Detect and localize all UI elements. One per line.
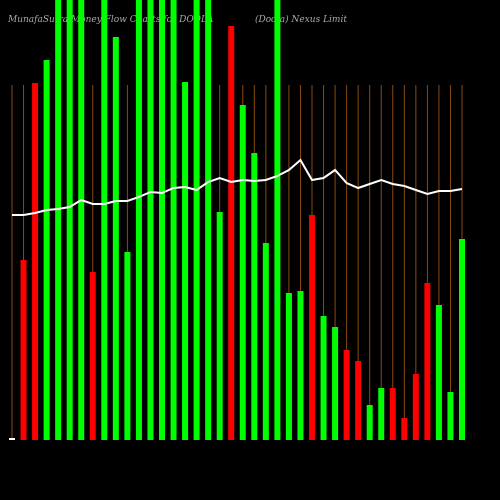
bar bbox=[228, 26, 235, 440]
bar bbox=[20, 260, 27, 440]
bar bbox=[101, 0, 108, 440]
bar bbox=[447, 392, 454, 440]
bar bbox=[78, 0, 85, 440]
bar bbox=[343, 350, 350, 440]
bar bbox=[239, 105, 246, 440]
bar bbox=[32, 83, 39, 440]
bar bbox=[309, 215, 315, 440]
bar bbox=[159, 0, 165, 440]
bar bbox=[43, 60, 50, 440]
bar bbox=[147, 0, 154, 440]
bar bbox=[216, 212, 223, 440]
bar bbox=[435, 305, 442, 440]
bar bbox=[285, 293, 292, 440]
bar bbox=[182, 82, 189, 440]
bar bbox=[55, 0, 62, 440]
bar bbox=[378, 388, 385, 440]
bar bbox=[9, 438, 15, 440]
bar bbox=[66, 0, 73, 440]
chart-subtitle: (Dodla) Nexus Limit bbox=[255, 14, 347, 25]
bar bbox=[251, 153, 258, 440]
price-line bbox=[12, 158, 463, 216]
bar bbox=[262, 243, 269, 440]
bar bbox=[401, 418, 408, 440]
bar bbox=[89, 272, 96, 440]
bar bbox=[135, 0, 142, 440]
chart-title: MunafaSutra Money Flow Charts for DODLA bbox=[7, 15, 214, 25]
bar bbox=[412, 374, 419, 440]
bar bbox=[355, 361, 362, 440]
bar bbox=[366, 405, 373, 440]
bar bbox=[170, 0, 177, 440]
bar bbox=[112, 37, 119, 440]
bar bbox=[459, 239, 465, 440]
bar bbox=[205, 0, 212, 440]
bar bbox=[389, 388, 396, 440]
bar bbox=[332, 327, 339, 440]
bar bbox=[274, 0, 281, 440]
bar bbox=[193, 0, 200, 440]
bar bbox=[124, 252, 131, 440]
bar bbox=[297, 291, 304, 440]
bar bbox=[424, 283, 431, 440]
bar bbox=[320, 316, 327, 440]
